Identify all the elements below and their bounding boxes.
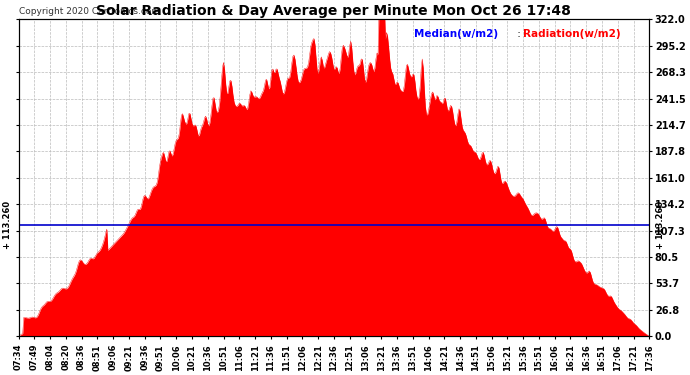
Text: Median(w/m2): Median(w/m2) [414,29,498,39]
Text: + 113.260: + 113.260 [656,201,664,249]
Text: Radiation(w/m2): Radiation(w/m2) [523,29,620,39]
Text: Copyright 2020 Cartronics.com: Copyright 2020 Cartronics.com [19,7,159,16]
Text: + 113.260: + 113.260 [3,201,12,249]
Title: Solar Radiation & Day Average per Minute Mon Oct 26 17:48: Solar Radiation & Day Average per Minute… [97,4,571,18]
Text: :: : [514,29,524,39]
